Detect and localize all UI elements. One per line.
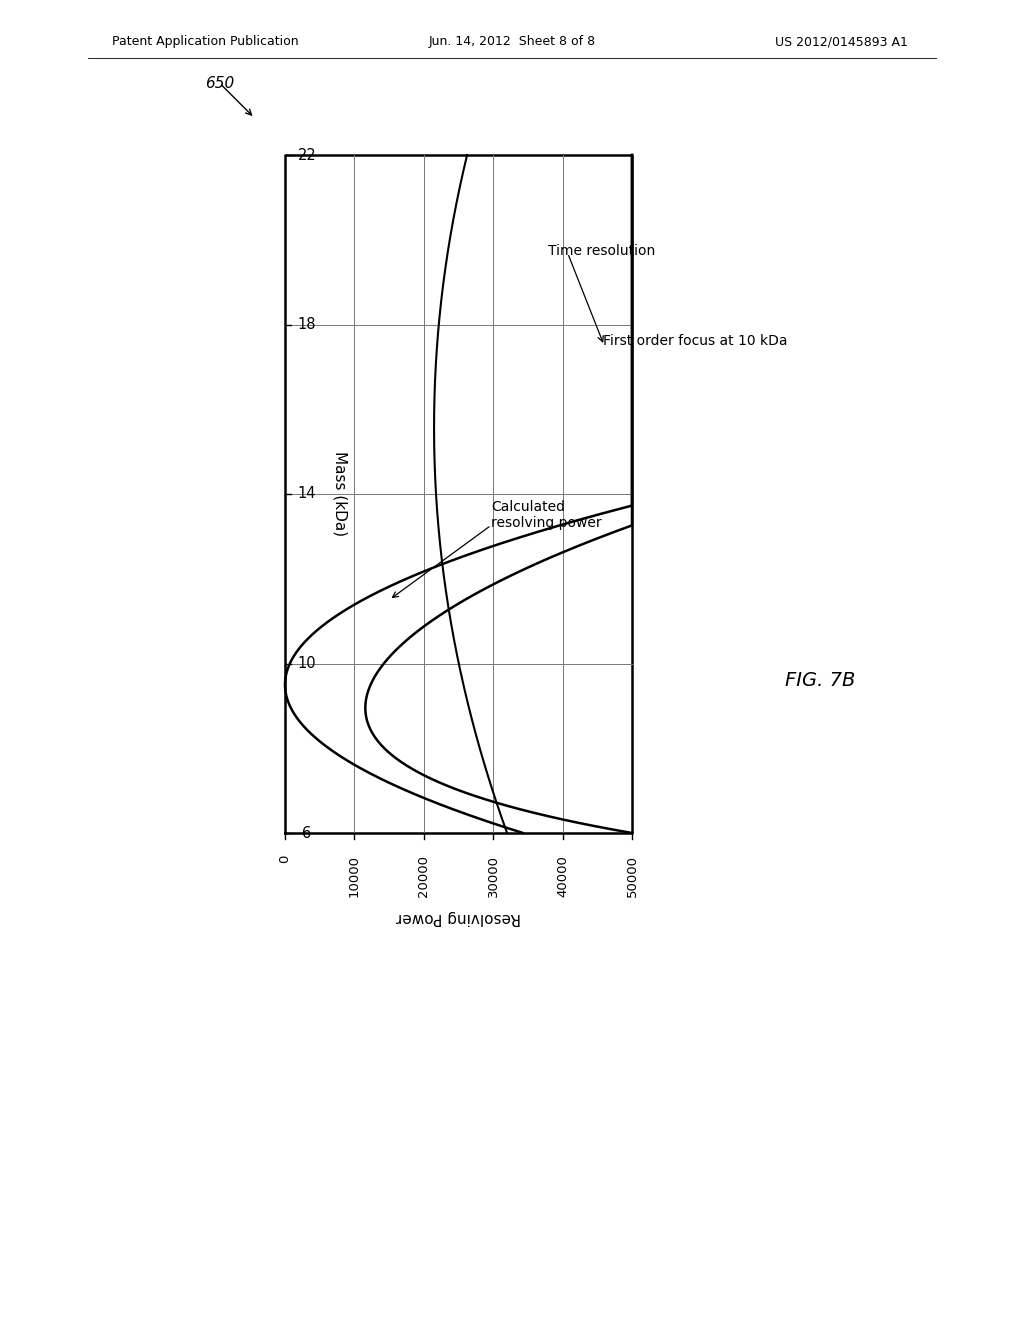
- Text: 10: 10: [298, 656, 316, 671]
- Text: 0: 0: [279, 855, 292, 863]
- Text: 22: 22: [298, 148, 316, 162]
- Text: 50000: 50000: [626, 855, 639, 898]
- Text: Jun. 14, 2012  Sheet 8 of 8: Jun. 14, 2012 Sheet 8 of 8: [428, 36, 596, 49]
- Text: Calculated
resolving power: Calculated resolving power: [492, 500, 602, 531]
- Text: First order focus at 10 kDa: First order focus at 10 kDa: [603, 334, 787, 347]
- Text: US 2012/0145893 A1: US 2012/0145893 A1: [775, 36, 908, 49]
- Text: 14: 14: [298, 487, 316, 502]
- Text: 6: 6: [302, 825, 311, 841]
- Text: 30000: 30000: [486, 855, 500, 898]
- Text: Time resolution: Time resolution: [548, 244, 655, 257]
- Text: Mass (kDa): Mass (kDa): [333, 451, 347, 536]
- Text: 650: 650: [205, 75, 234, 91]
- Text: 20000: 20000: [418, 855, 430, 898]
- Text: 18: 18: [298, 317, 316, 333]
- Text: FIG. 7B: FIG. 7B: [784, 671, 855, 689]
- Text: Patent Application Publication: Patent Application Publication: [112, 36, 299, 49]
- Text: 10000: 10000: [348, 855, 360, 898]
- Text: 40000: 40000: [556, 855, 569, 896]
- Text: Resolving Power: Resolving Power: [396, 911, 521, 925]
